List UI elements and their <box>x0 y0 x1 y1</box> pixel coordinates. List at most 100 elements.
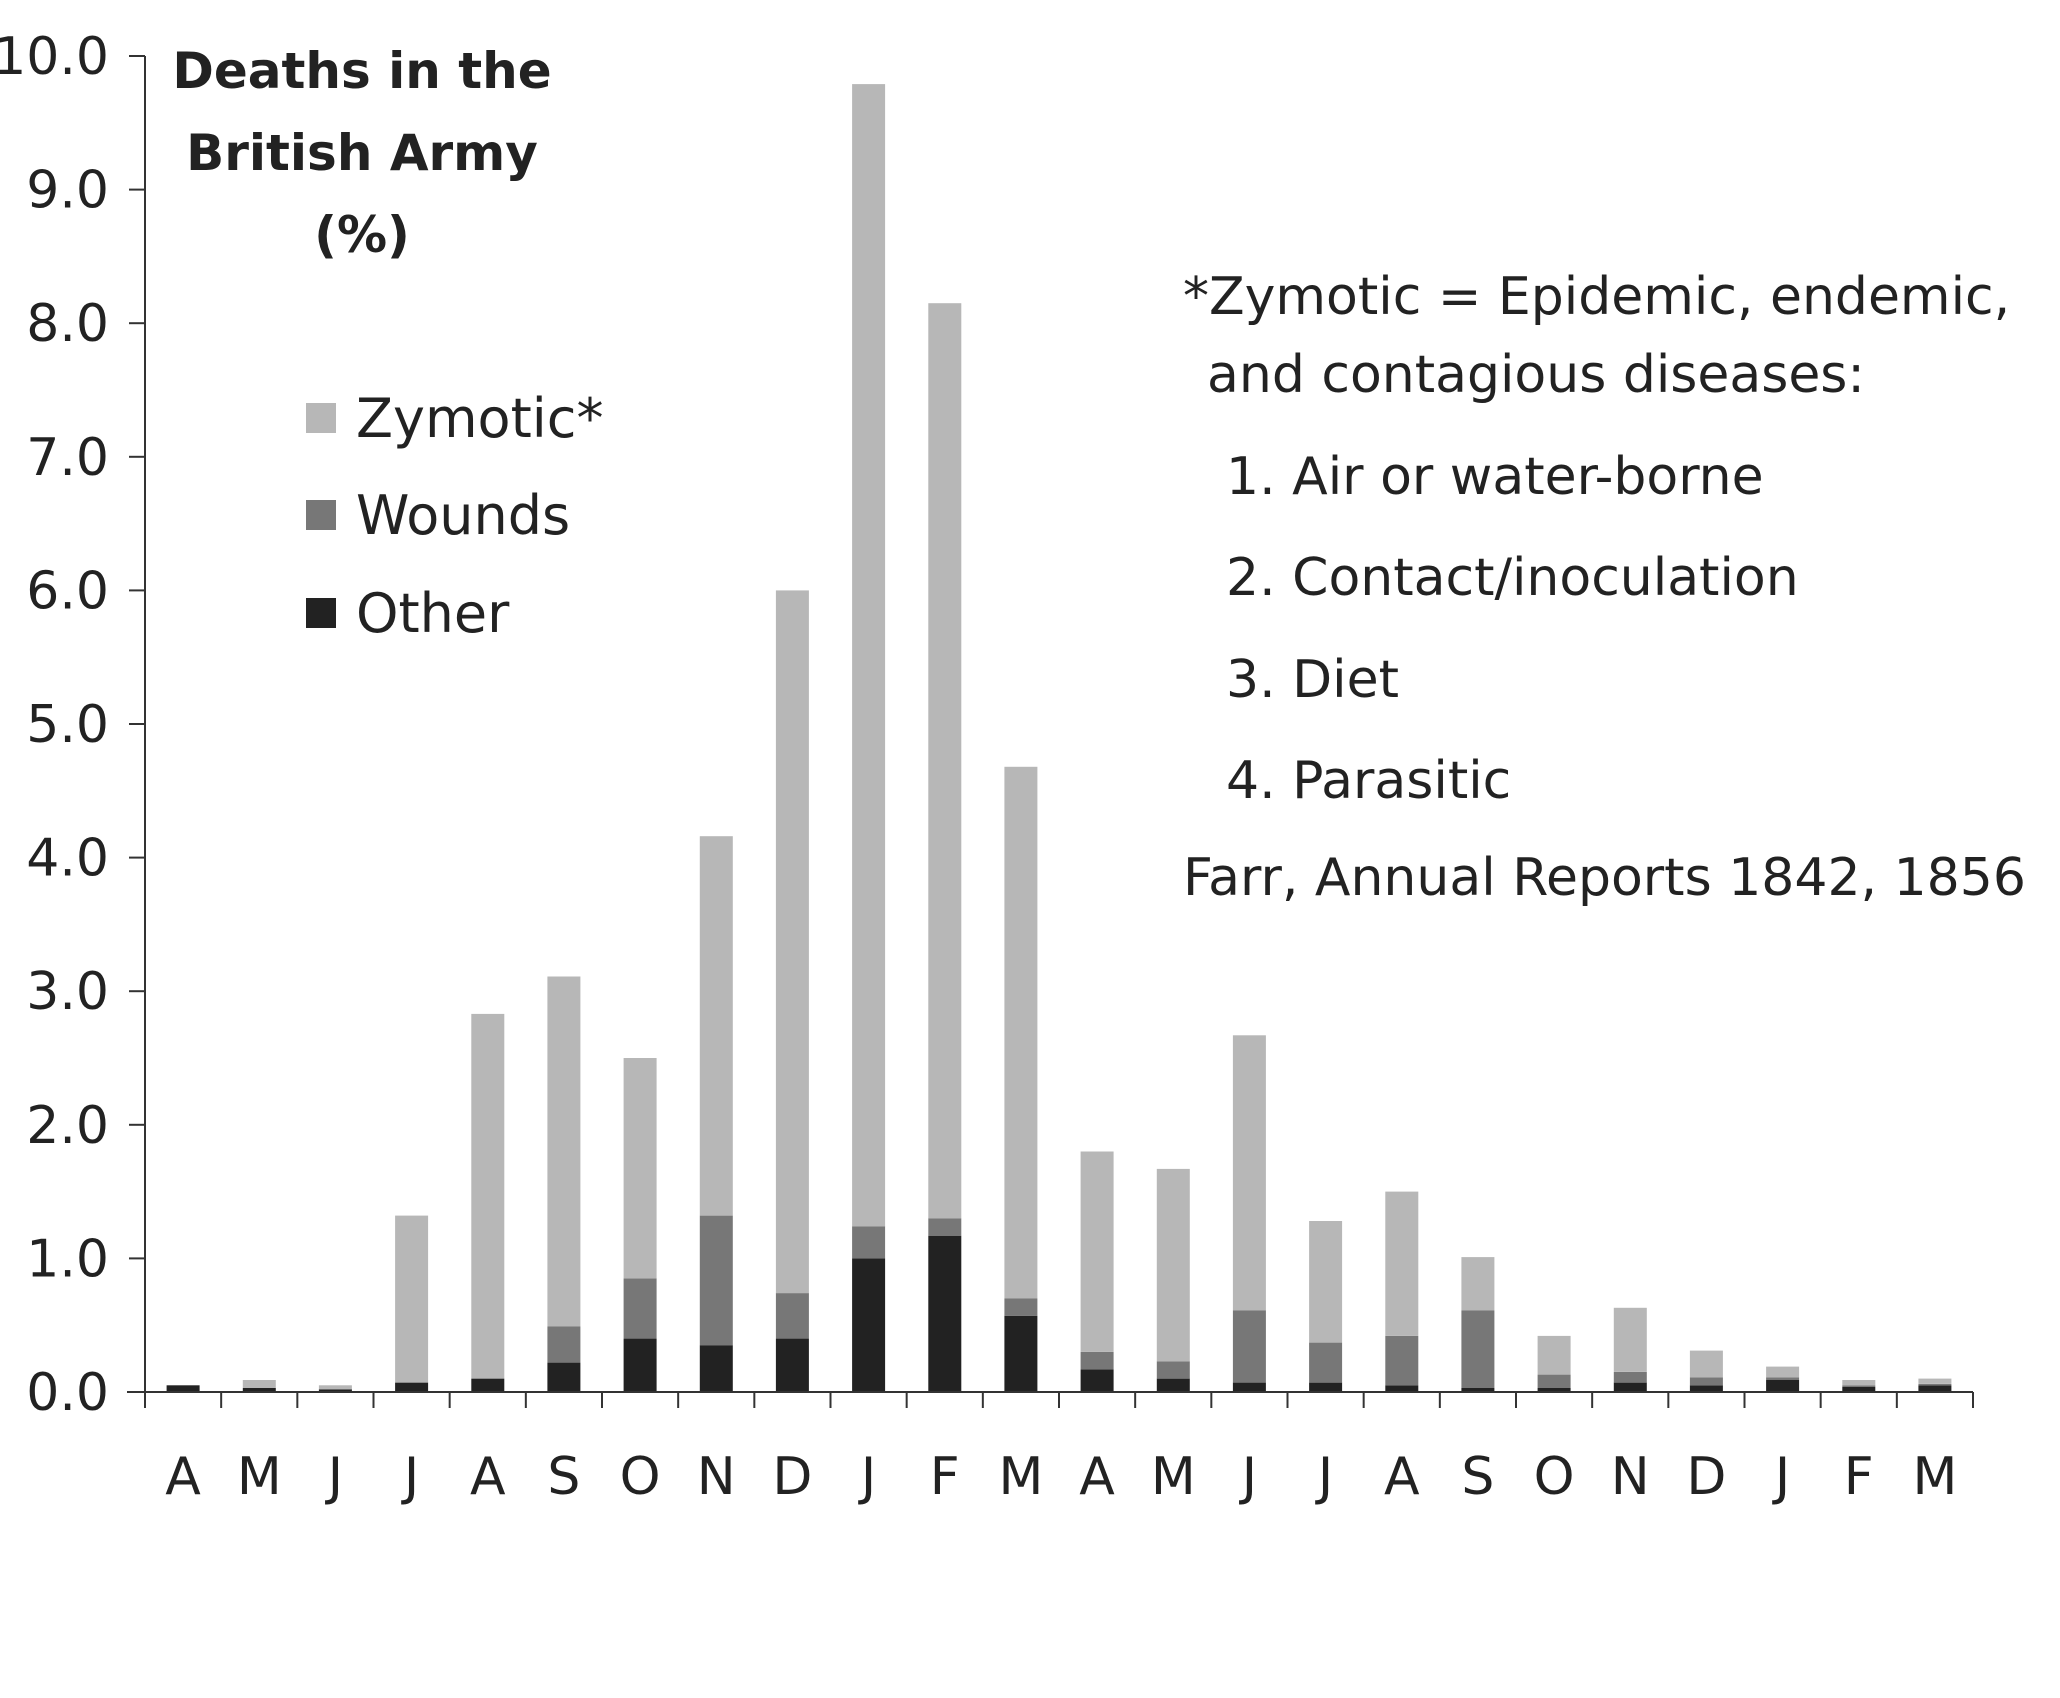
bar-segment-zymotic-11 <box>1004 766 1038 1299</box>
bar-segment-zymotic-6 <box>623 1058 657 1279</box>
x-tick-label: J <box>1239 1447 1257 1507</box>
bar-segment-wounds-18 <box>1537 1374 1571 1388</box>
bar-segment-other-8 <box>775 1338 809 1392</box>
title-line-1: Deaths in the <box>172 42 551 100</box>
x-tick-label: A <box>470 1447 506 1507</box>
bar-segment-zymotic-16 <box>1385 1191 1419 1336</box>
bar-segment-wounds-8 <box>775 1293 809 1339</box>
axes-layer: 0.01.02.03.04.05.06.07.08.09.010.0A M J J A S… <box>0 27 1974 1507</box>
x-tick-label: M <box>998 1447 1043 1507</box>
bar-segment-other-10 <box>928 1235 962 1392</box>
bar-segment-zymotic-17 <box>1461 1257 1495 1311</box>
bar-segment-wounds-15 <box>1309 1342 1343 1383</box>
bar-segment-zymotic-23 <box>1918 1378 1952 1384</box>
note-line-7: Farr, Annual Reports 1842, 1856 <box>1183 848 2026 908</box>
y-tick-label: 3.0 <box>26 962 109 1022</box>
bar-segment-zymotic-12 <box>1080 1151 1114 1352</box>
bar-segment-zymotic-3 <box>395 1215 429 1383</box>
bar-segment-other-16 <box>1385 1385 1419 1392</box>
bars-layer <box>166 84 1952 1392</box>
bar-segment-zymotic-1 <box>242 1380 276 1388</box>
bar-segment-wounds-11 <box>1004 1298 1038 1316</box>
x-tick-label: S <box>1461 1447 1494 1507</box>
bar-segment-wounds-5 <box>547 1326 581 1363</box>
y-tick-label: 10.0 <box>0 27 109 87</box>
bar-segment-other-20 <box>1689 1385 1723 1392</box>
title-line-3: (%) <box>314 206 410 264</box>
annotation: *Zymotic = Epidemic, endemic, and contag… <box>1183 267 2026 908</box>
bar-segment-zymotic-4 <box>471 1013 505 1379</box>
bar-segment-zymotic-5 <box>547 976 581 1327</box>
bar-segment-other-21 <box>1766 1380 1800 1392</box>
x-tick-label: S <box>547 1447 580 1507</box>
title-line-2: British Army <box>186 124 538 182</box>
y-tick-label: 0.0 <box>26 1363 109 1423</box>
bar-segment-zymotic-19 <box>1613 1307 1647 1372</box>
y-tick-label: 1.0 <box>26 1229 109 1289</box>
bar-segment-wounds-10 <box>928 1218 962 1236</box>
x-tick-label: F <box>930 1447 960 1507</box>
bar-segment-other-2 <box>318 1389 352 1392</box>
bar-segment-other-15 <box>1309 1382 1343 1392</box>
x-tick-label: M <box>237 1447 282 1507</box>
bar-segment-other-0 <box>166 1385 200 1392</box>
x-tick-label: O <box>620 1447 661 1507</box>
note-line-1: *Zymotic = Epidemic, endemic, <box>1183 267 2010 327</box>
y-tick-label: 4.0 <box>26 829 109 889</box>
bar-segment-other-14 <box>1232 1382 1266 1392</box>
bar-segment-other-1 <box>242 1388 276 1392</box>
x-tick-label: J <box>1315 1447 1333 1507</box>
x-tick-label: N <box>697 1447 736 1507</box>
bar-segment-other-12 <box>1080 1369 1114 1392</box>
x-tick-label: N <box>1611 1447 1650 1507</box>
note-line-4: 2. Contact/inoculation <box>1226 548 1799 608</box>
note-line-6: 4. Parasitic <box>1226 751 1511 811</box>
bar-segment-zymotic-21 <box>1766 1366 1800 1378</box>
bar-segment-other-19 <box>1613 1382 1647 1392</box>
x-tick-label: J <box>1772 1447 1790 1507</box>
bar-segment-wounds-17 <box>1461 1310 1495 1388</box>
bar-segment-wounds-13 <box>1156 1361 1190 1379</box>
bar-segment-zymotic-22 <box>1842 1380 1876 1386</box>
bar-segment-zymotic-10 <box>928 303 962 1219</box>
x-tick-label: D <box>1686 1447 1726 1507</box>
bar-segment-zymotic-15 <box>1309 1221 1343 1343</box>
y-tick-label: 6.0 <box>26 561 109 621</box>
bar-segment-wounds-7 <box>699 1215 733 1346</box>
note-line-2: and contagious diseases: <box>1207 345 1865 405</box>
bar-segment-wounds-22 <box>1842 1385 1876 1387</box>
legend-label-zymotic: Zymotic* <box>356 387 603 450</box>
y-tick-label: 8.0 <box>26 294 109 354</box>
bar-segment-wounds-19 <box>1613 1372 1647 1383</box>
bar-segment-other-17 <box>1461 1388 1495 1392</box>
bar-segment-other-18 <box>1537 1388 1571 1392</box>
bar-segment-wounds-20 <box>1689 1377 1723 1386</box>
bar-segment-wounds-9 <box>852 1226 886 1259</box>
bar-segment-wounds-14 <box>1232 1310 1266 1383</box>
bar-segment-other-5 <box>547 1362 581 1392</box>
legend-swatch-other <box>306 598 336 628</box>
note-line-3: 1. Air or water-borne <box>1226 447 1764 507</box>
x-tick-label: J <box>858 1447 876 1507</box>
note-line-5: 3. Diet <box>1226 650 1399 710</box>
bar-segment-other-23 <box>1918 1385 1952 1392</box>
bar-segment-zymotic-18 <box>1537 1335 1571 1375</box>
bar-segment-zymotic-2 <box>318 1385 352 1390</box>
legend-swatch-wounds <box>306 500 336 530</box>
x-tick-label: A <box>165 1447 201 1507</box>
y-tick-label: 9.0 <box>26 161 109 221</box>
bar-segment-zymotic-20 <box>1689 1350 1723 1378</box>
bar-segment-other-7 <box>699 1345 733 1392</box>
bar-segment-wounds-6 <box>623 1278 657 1339</box>
bar-segment-zymotic-7 <box>699 836 733 1216</box>
x-tick-label: A <box>1079 1447 1115 1507</box>
x-tick-label: J <box>401 1447 419 1507</box>
x-tick-label: J <box>325 1447 343 1507</box>
bar-segment-zymotic-13 <box>1156 1168 1190 1362</box>
x-tick-label: D <box>772 1447 812 1507</box>
bar-segment-wounds-21 <box>1766 1377 1800 1380</box>
y-tick-label: 2.0 <box>26 1096 109 1156</box>
bar-segment-other-6 <box>623 1338 657 1392</box>
bar-segment-other-3 <box>395 1382 429 1392</box>
